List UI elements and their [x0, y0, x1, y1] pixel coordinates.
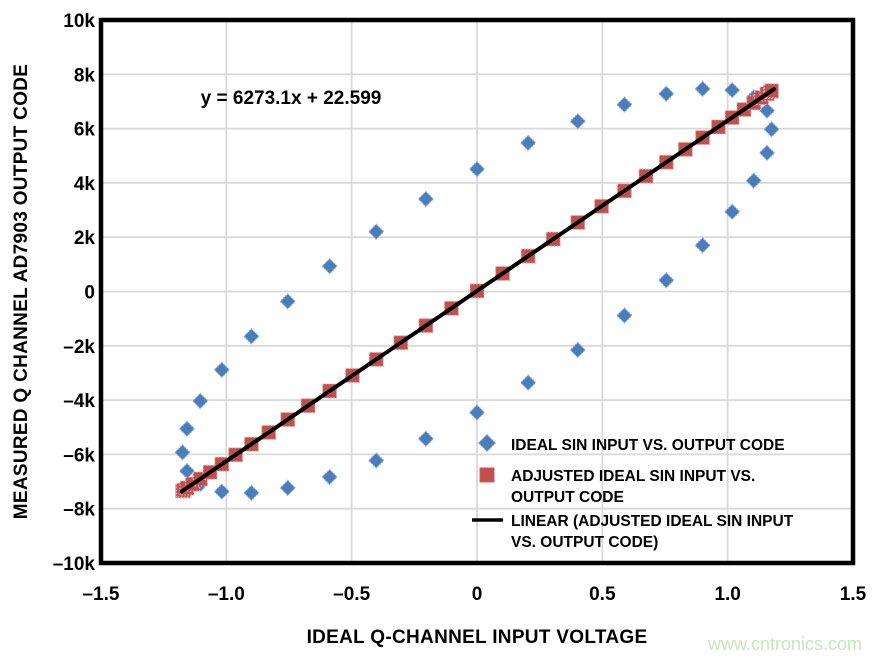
chart-legend: IDEAL SIN INPUT VS. OUTPUT CODE ADJUSTED … — [472, 433, 794, 551]
data-point-diamond — [178, 420, 196, 438]
data-point-diamond — [657, 85, 675, 103]
data-point-diamond — [569, 341, 587, 359]
y-tick-label: 10k — [63, 11, 95, 32]
data-point-diamond — [213, 361, 231, 379]
y-tick-label: –2k — [63, 337, 95, 358]
legend-label: IDEAL SIN INPUT VS. OUTPUT CODE — [511, 437, 785, 454]
y-tick-label: –8k — [63, 500, 95, 521]
x-tick-label: –0.5 — [333, 584, 370, 605]
data-point-diamond — [694, 236, 711, 254]
x-axis-tick-labels: –1.5 –1.0 –0.5 0 0.5 1.0 1.5 — [83, 584, 867, 605]
y-tick-label: –6k — [63, 445, 95, 466]
x-axis-title: IDEAL Q-CHANNEL INPUT VOLTAGE — [307, 627, 648, 648]
data-point-diamond — [723, 81, 741, 99]
legend-label: ADJUSTED IDEAL SIN INPUT VS. — [511, 468, 755, 485]
y-tick-label: 6k — [74, 120, 96, 141]
data-point-diamond — [758, 144, 776, 162]
data-point-diamond — [519, 374, 537, 391]
data-point-diamond — [657, 271, 675, 289]
y-tick-label: –4k — [63, 391, 95, 412]
y-tick-label: 2k — [74, 228, 96, 249]
legend-entry: ADJUSTED IDEAL SIN INPUT VS. OUTPUT CODE — [478, 466, 755, 506]
data-point-diamond — [279, 479, 297, 497]
data-point-diamond — [694, 80, 711, 98]
data-point-diamond — [213, 483, 231, 500]
x-tick-label: –1.0 — [208, 584, 245, 605]
linear-fit-line — [179, 87, 777, 494]
y-tick-label: 8k — [74, 65, 96, 86]
x-tick-label: 1.0 — [714, 584, 740, 605]
data-point-diamond — [519, 134, 537, 152]
x-tick-label: –1.5 — [83, 584, 120, 605]
series-line — [179, 87, 777, 494]
data-point-diamond — [569, 112, 587, 130]
data-point-diamond — [417, 190, 435, 208]
data-point-diamond — [758, 102, 776, 119]
data-point-diamond — [367, 452, 385, 469]
x-tick-label: 0 — [472, 584, 483, 605]
legend-entry: IDEAL SIN INPUT VS. OUTPUT CODE — [477, 433, 785, 454]
data-point-diamond — [468, 160, 486, 178]
plot-border — [98, 17, 856, 566]
data-point-diamond — [745, 172, 763, 190]
data-point-diamond — [417, 430, 435, 448]
y-axis-tick-labels: 10k 8k 6k 4k 2k 0 –2k –4k –6k –8k –10k — [53, 11, 96, 575]
legend-entry: LINEAR (ADJUSTED IDEAL SIN INPUT VS. OUTP… — [472, 513, 794, 551]
y-tick-label: 4k — [74, 174, 96, 195]
watermark-text: www.cntronics.com — [707, 634, 862, 654]
data-point-diamond — [723, 203, 741, 221]
data-point-diamond — [616, 96, 633, 113]
x-tick-label: 0.5 — [589, 584, 616, 605]
y-axis-title: MEASURED Q CHANNEL AD7903 OUTPUT CODE — [11, 64, 32, 520]
data-point-diamond — [174, 444, 191, 461]
fit-equation-annotation: y = 6273.1x + 22.599 — [201, 88, 382, 109]
data-point-diamond — [468, 404, 486, 421]
legend-label: VS. OUTPUT CODE) — [511, 534, 658, 551]
data-point-diamond — [616, 307, 633, 324]
data-series-layer — [174, 80, 780, 502]
x-tick-label: 1.5 — [840, 584, 867, 605]
data-point-diamond — [477, 433, 497, 453]
data-point-diamond — [321, 257, 338, 275]
data-point-square — [478, 466, 496, 484]
data-point-diamond — [243, 327, 260, 345]
data-point-diamond — [243, 484, 260, 502]
legend-label: LINEAR (ADJUSTED IDEAL SIN INPUT — [511, 513, 794, 530]
y-tick-label: 0 — [84, 283, 95, 304]
data-point-diamond — [279, 293, 297, 310]
data-point-diamond — [191, 392, 209, 410]
data-point-diamond — [763, 120, 780, 138]
legend-label: OUTPUT CODE — [511, 489, 624, 506]
y-tick-label: –10k — [53, 554, 96, 575]
data-point-diamond — [321, 468, 338, 486]
data-point-diamond — [367, 223, 385, 241]
